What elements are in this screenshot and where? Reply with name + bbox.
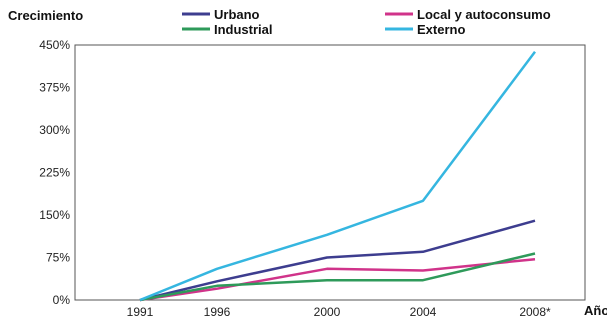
- y-tick-label: 375%: [39, 81, 70, 95]
- plot-frame: [74, 44, 586, 301]
- y-tick-label: 150%: [39, 208, 70, 222]
- series-line-local-y-autoconsumo: [139, 257, 536, 302]
- x-tick-label: 1991: [127, 305, 154, 319]
- x-axis: 1991 1996 2000 2004 2008*: [127, 305, 551, 319]
- series-line-urbano: [139, 219, 536, 302]
- legend: Urbano Local y autoconsumo Industrial Exter…: [182, 7, 551, 37]
- y-tick-label: 0%: [53, 293, 71, 307]
- legend-label: Local y autoconsumo: [417, 7, 551, 22]
- y-tick-label: 225%: [39, 166, 70, 180]
- x-tick-label: 1996: [204, 305, 231, 319]
- legend-label: Industrial: [214, 22, 273, 37]
- y-tick-label: 300%: [39, 123, 70, 137]
- x-axis-title: Año: [584, 303, 607, 318]
- x-tick-label: 2000: [314, 305, 341, 319]
- legend-label: Externo: [417, 22, 465, 37]
- y-axis-title: Crecimiento: [8, 8, 83, 23]
- series-lines: [139, 51, 536, 302]
- y-tick-label: 450%: [39, 38, 70, 52]
- series-line-externo: [139, 51, 536, 302]
- x-tick-label: 2008*: [519, 305, 551, 319]
- legend-label: Urbano: [214, 7, 260, 22]
- y-axis: 0% 75% 150% 225% 300% 375% 450%: [39, 38, 70, 307]
- series-line-industrial: [139, 252, 536, 302]
- y-tick-label: 75%: [46, 251, 70, 265]
- x-tick-label: 2004: [410, 305, 437, 319]
